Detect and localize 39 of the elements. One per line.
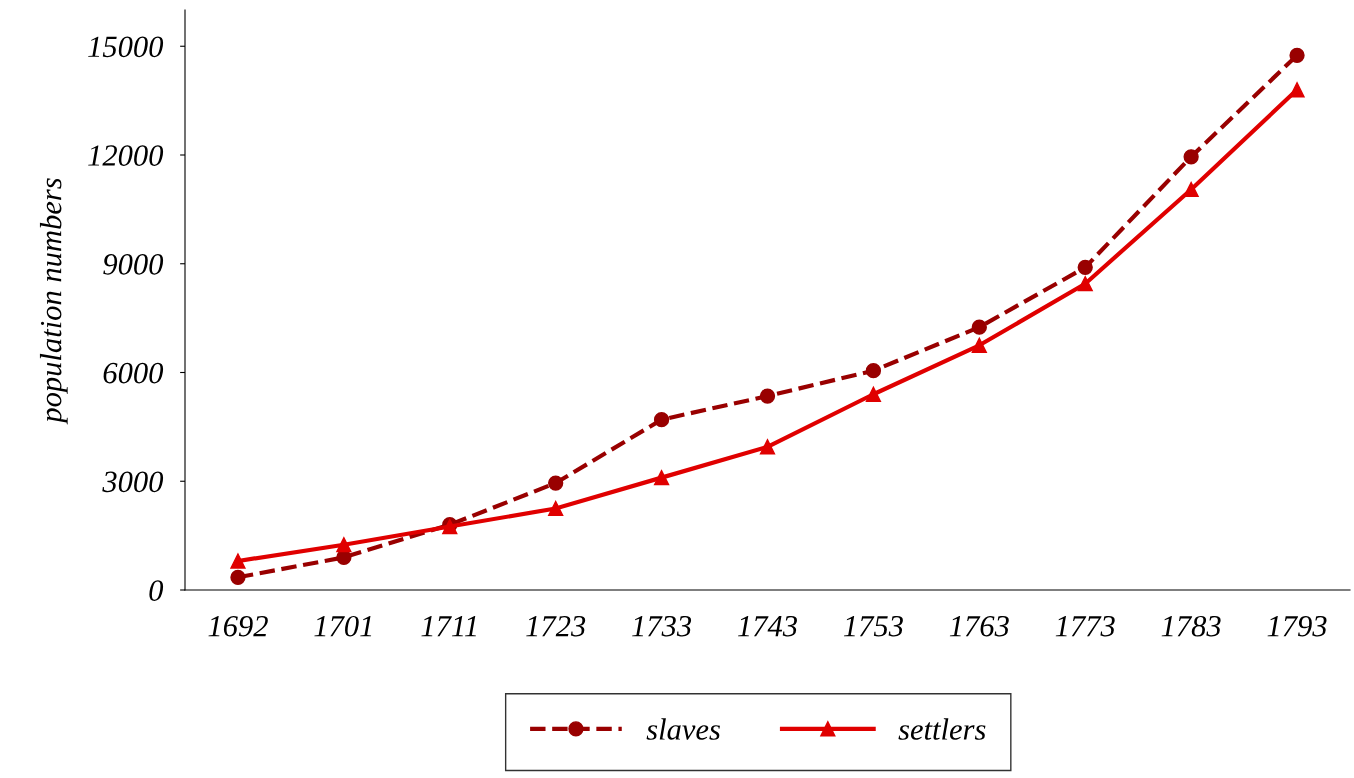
x-tick-label: 1773 — [1055, 615, 1115, 637]
x-tick-label: 1723 — [526, 615, 586, 637]
point — [865, 363, 882, 379]
x-tick-label: 1701 — [314, 615, 372, 637]
point — [1183, 149, 1199, 165]
point — [336, 537, 352, 553]
point — [653, 469, 670, 486]
point — [865, 386, 882, 402]
point — [759, 388, 776, 404]
point — [230, 569, 246, 585]
x-tick-label: 1783 — [1161, 615, 1221, 637]
point — [971, 337, 987, 353]
point — [548, 475, 564, 491]
point — [1289, 47, 1305, 63]
y-tick-label: 15000 — [88, 36, 164, 58]
y-axis-title: population numbers — [39, 178, 68, 425]
x-tick-label: 1763 — [949, 615, 1009, 637]
legend-label: slaves — [646, 718, 720, 740]
y-tick-label: 6000 — [103, 362, 164, 384]
point — [971, 319, 987, 335]
point — [653, 411, 670, 428]
point — [1077, 276, 1093, 292]
legend-label: settlers — [898, 718, 986, 740]
x-tick-label: 1711 — [421, 616, 476, 637]
point — [1077, 259, 1093, 276]
y-tick-label: 0 — [149, 580, 164, 601]
point — [1289, 82, 1305, 98]
point — [759, 439, 776, 455]
x-tick-label: 1733 — [632, 615, 692, 637]
x-tick-label: 1793 — [1267, 615, 1327, 637]
x-tick-label: 1753 — [843, 615, 903, 637]
point — [1183, 181, 1199, 198]
y-tick-label: 9000 — [103, 254, 164, 275]
point — [548, 500, 564, 517]
y-tick-label: 12000 — [88, 145, 164, 166]
point — [230, 553, 246, 569]
y-tick-label: 3000 — [102, 471, 164, 493]
x-tick-label: 1743 — [738, 615, 797, 637]
x-tick-label: 1692 — [208, 615, 268, 637]
